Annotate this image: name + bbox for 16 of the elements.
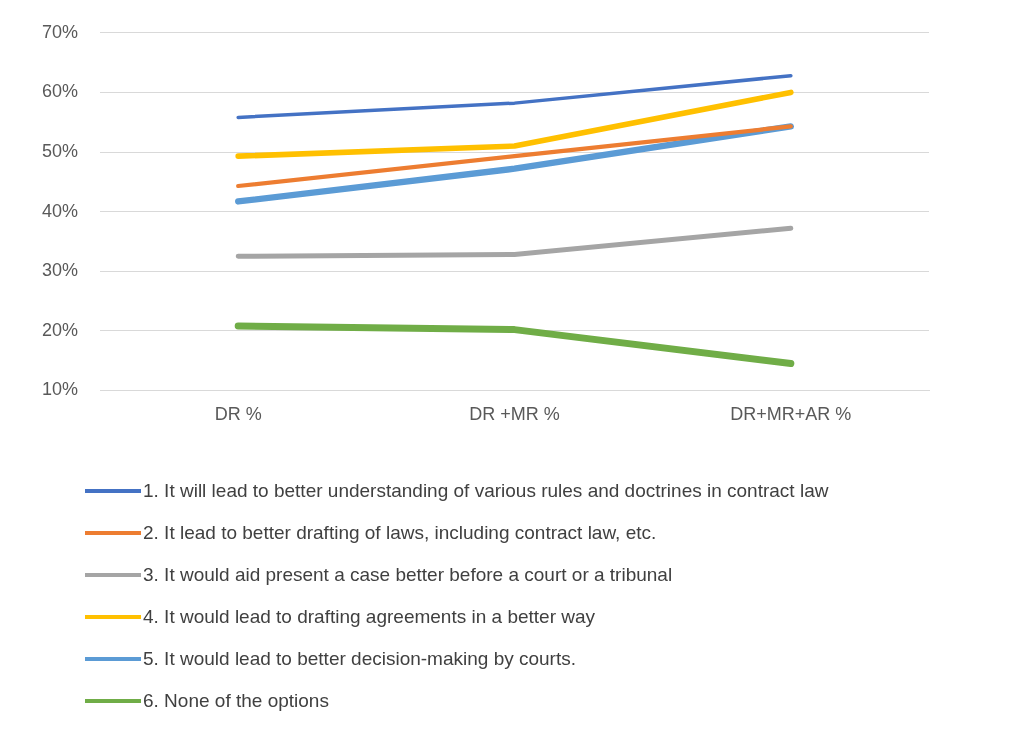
y-tick-label: 60%: [42, 81, 79, 102]
legend-label: 6. None of the options: [143, 690, 329, 712]
y-tick-label: 10%: [42, 379, 79, 400]
legend-label: 5. It would lead to better decision-making by courts.: [143, 648, 577, 670]
legend-label: 4. It would lead to drafting agreements in a better way: [143, 606, 596, 628]
y-tick-label: 20%: [42, 319, 79, 340]
x-tick-label: DR+MR+AR %: [730, 404, 852, 425]
x-tick-label: DR %: [214, 404, 262, 425]
y-tick-label: 50%: [42, 140, 79, 161]
y-tick-label: 30%: [42, 260, 79, 281]
y-tick-label: 40%: [42, 200, 79, 221]
legend-label: 1. It will lead to better understanding of various rules and doctrines in contract law: [143, 480, 829, 502]
y-tick-label: 70%: [42, 21, 79, 42]
x-tick-label: DR +MR %: [469, 404, 560, 425]
legend-label: 2. It lead to better drafting of laws, including contract law, etc.: [143, 522, 657, 544]
legend-label: 3. It would aid present a case better before a court or a tribunal: [143, 564, 673, 586]
